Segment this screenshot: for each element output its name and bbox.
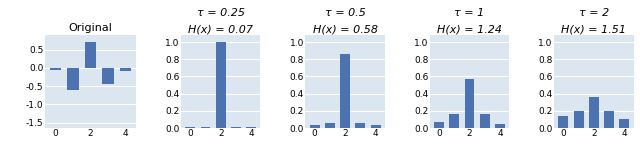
Bar	[449, 114, 460, 128]
Bar	[480, 114, 490, 128]
Text: H(x) = 0.58: H(x) = 0.58	[313, 24, 378, 34]
Bar	[310, 125, 319, 128]
Text: H(x) = 1.51: H(x) = 1.51	[561, 24, 627, 34]
Bar	[559, 116, 568, 128]
Bar	[589, 97, 599, 128]
Title: Original: Original	[68, 23, 113, 33]
Bar	[340, 54, 350, 128]
Bar	[67, 68, 79, 90]
Bar	[465, 79, 474, 128]
Bar	[120, 68, 131, 71]
Text: τ = 0.5: τ = 0.5	[324, 8, 365, 19]
Bar	[186, 127, 195, 128]
Bar	[620, 119, 629, 128]
Bar	[371, 125, 381, 128]
Bar	[200, 127, 211, 128]
Text: H(x) = 0.07: H(x) = 0.07	[188, 24, 253, 34]
Bar	[50, 68, 61, 70]
Bar	[216, 42, 226, 128]
Bar	[573, 111, 584, 128]
Bar	[246, 127, 256, 128]
Bar	[355, 123, 365, 128]
Text: τ = 1: τ = 1	[454, 8, 484, 19]
Text: H(x) = 1.24: H(x) = 1.24	[437, 24, 502, 34]
Bar	[434, 122, 444, 128]
Bar	[325, 123, 335, 128]
Bar	[231, 127, 241, 128]
Bar	[102, 68, 114, 84]
Bar	[84, 42, 96, 68]
Bar	[604, 111, 614, 128]
Text: τ = 2: τ = 2	[579, 8, 609, 19]
Text: τ = 0.25: τ = 0.25	[196, 8, 244, 19]
Bar	[495, 124, 505, 128]
